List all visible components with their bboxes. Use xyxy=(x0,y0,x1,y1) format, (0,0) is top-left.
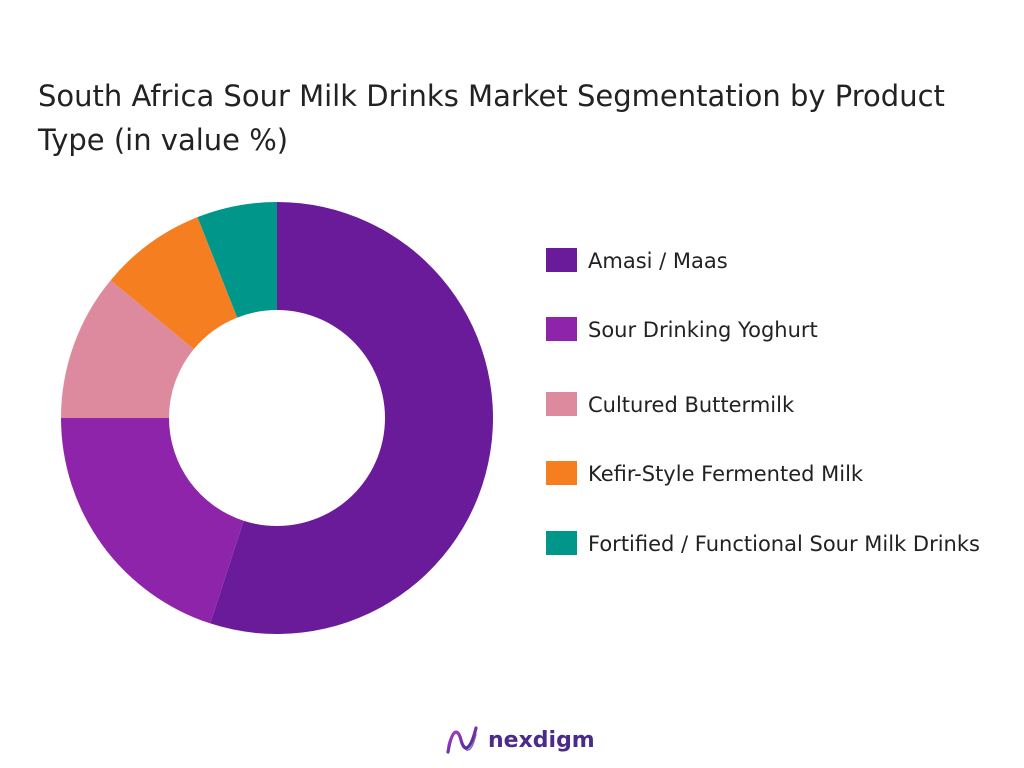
donut-slice-3 xyxy=(61,280,194,418)
legend-item: Kefir-Style Fermented Milk xyxy=(546,457,1008,491)
nexdigm-logo-text: nexdigm xyxy=(488,727,595,753)
donut-slice-1 xyxy=(210,202,494,634)
legend-swatch xyxy=(546,248,577,272)
legend-label: Sour Drinking Yoghurt xyxy=(588,318,818,342)
donut-slice-4 xyxy=(110,217,238,350)
legend-label: Amasi / Maas xyxy=(588,249,728,273)
donut-slice-5 xyxy=(197,202,277,318)
legend-item: Sour Drinking Yoghurt xyxy=(546,313,1008,347)
donut-slice-2 xyxy=(61,418,244,624)
legend-swatch xyxy=(546,317,577,341)
chart-title: South Africa Sour Milk Drinks Market Seg… xyxy=(38,79,945,157)
legend-label: Fortified / Functional Sour Milk Drinks xyxy=(588,532,980,556)
legend-item: Amasi / Maas xyxy=(546,244,1008,278)
legend-item: Cultured Buttermilk xyxy=(546,388,1008,422)
nexdigm-logo-icon xyxy=(446,726,478,754)
legend-label: Kefir-Style Fermented Milk xyxy=(588,462,864,486)
nexdigm-logo: nexdigm xyxy=(444,720,595,760)
legend-item: Fortified / Functional Sour Milk Drinks xyxy=(546,527,1008,561)
legend-swatch xyxy=(546,461,577,485)
legend-swatch xyxy=(546,392,577,416)
legend-swatch xyxy=(546,531,577,555)
legend-label: Cultured Buttermilk xyxy=(588,393,795,417)
